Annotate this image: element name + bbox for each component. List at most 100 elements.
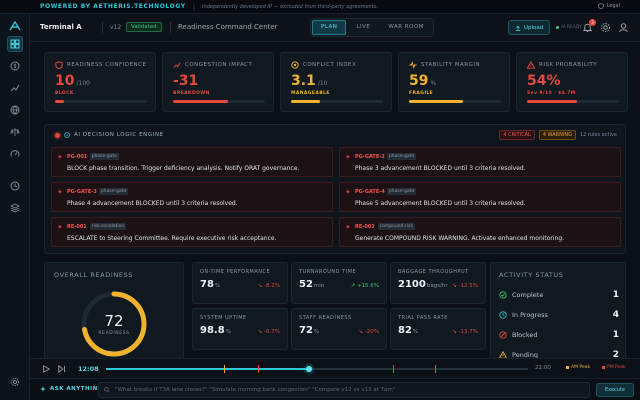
trend-icon[interactable] [7, 80, 23, 96]
notifications-button[interactable]: 3 [582, 19, 596, 33]
pm-peak-legend: PM Peak [602, 365, 626, 370]
status-dot [556, 26, 559, 29]
globe-icon[interactable] [7, 102, 23, 118]
user-icon [619, 23, 628, 33]
kpi-card[interactable]: RISK PROBABILITY 54% Sev 9/10 · $4.7M [516, 52, 628, 112]
skip-forward-icon[interactable] [58, 365, 66, 373]
scale-icon[interactable] [7, 124, 23, 140]
metric-card[interactable]: TURNAROUND TIME 52min ↗ +15.6% [291, 262, 387, 304]
rule-card[interactable]: ◈ RE-003 compound-risk Generate COMPOUND RI… [339, 217, 621, 247]
live-dot [55, 132, 60, 138]
metric-label: TURNAROUND TIME [299, 269, 357, 275]
bell-icon [582, 23, 593, 32]
metric-unit: % [214, 283, 221, 289]
play-icon[interactable] [42, 365, 50, 373]
app-logo-icon[interactable] [8, 20, 22, 32]
metric-card[interactable]: BAGGAGE THROUGHPUT 2100bags/hr ↘ -12.5% [390, 262, 486, 304]
finance-icon[interactable] [7, 58, 23, 74]
warning-badge: 4 WARNING [538, 130, 576, 140]
history-icon[interactable] [7, 178, 23, 194]
sparkle-icon [40, 386, 46, 392]
rule-card[interactable]: ◈ PG-GATE-2 phase-gate Phase 3 advancement … [339, 147, 621, 177]
alert-icon: ◈ [58, 224, 62, 230]
ask-input[interactable]: "What breaks if T3A lane closes?" "Simul… [98, 382, 590, 398]
metric-delta: ↘ -0.7% [257, 329, 280, 335]
event-marker [257, 365, 259, 373]
kpi-value: 3.1/10 [291, 73, 327, 89]
gauge-icon[interactable] [7, 146, 23, 162]
dashboard-icon[interactable] [7, 36, 23, 52]
alert-icon: ◈ [346, 154, 350, 160]
activity-row[interactable]: In Progress 4 [499, 309, 619, 321]
metric-card[interactable]: TRIAL PASS RATE 82% ↘ -13.7% [390, 308, 486, 350]
shield-icon [55, 61, 63, 69]
kpi-card[interactable]: CONGESTION IMPACT -31 BREAKDOWN [162, 52, 274, 112]
tab-plan[interactable]: PLAN [312, 20, 347, 35]
target-icon [291, 61, 299, 69]
settings-icon[interactable] [7, 374, 23, 390]
metric-delta: ↘ -20% [358, 329, 379, 335]
ai-decision-engine-panel: AI DECISION LOGIC ENGINE 4 CRITICAL 4 WA… [44, 124, 626, 254]
legal-link[interactable]: Legal [597, 3, 620, 9]
kpi-card[interactable]: STABILITY MARGIN 59% FRAGILE [398, 52, 510, 112]
pm-peak-label: PM Peak [607, 365, 626, 370]
timeline-end-time: 22:00 [535, 365, 551, 371]
version-label[interactable]: v12 [110, 24, 122, 31]
execute-button[interactable]: Execute [596, 383, 634, 397]
kpi-number: -31 [173, 73, 199, 89]
kpi-label: CONGESTION IMPACT [185, 62, 253, 68]
activity-title: ACTIVITY STATUS [499, 271, 564, 279]
rule-text: Phase 3 advancement BLOCKED until 3 crit… [355, 165, 526, 172]
rule-card[interactable]: ◈ PG-001 phase-gate BLOCK phase transition.… [51, 147, 333, 177]
rule-card[interactable]: ◈ PG-GATE-4 phase-gate Phase 5 advancement … [339, 182, 621, 212]
gear-icon [601, 23, 610, 32]
engine-badges: 4 CRITICAL 4 WARNING 12 rules active [499, 130, 617, 140]
alert-icon: ◈ [58, 154, 62, 160]
kpi-progress-track [173, 100, 265, 103]
kpi-status: MANAGEABLE [291, 91, 330, 96]
metric-card[interactable]: SYSTEM UPTIME 98.8% ↘ -0.7% [192, 308, 288, 350]
activity-label: In Progress [512, 311, 548, 319]
event-marker [392, 365, 394, 373]
activity-row[interactable]: Blocked 1 [499, 329, 619, 341]
timeline-handle[interactable] [305, 366, 312, 372]
kpi-card[interactable]: READINESS CONFIDENCE 10/100 BLOCK [44, 52, 156, 112]
kpi-unit: /10 [317, 80, 328, 87]
settings-button[interactable] [600, 22, 611, 33]
activity-label: Complete [512, 291, 544, 299]
kpi-unit: % [430, 80, 437, 87]
activity-status-card: ACTIVITY STATUS Complete 1 In Progress 4 Blo… [490, 262, 626, 362]
timeline-current-time: 12:08 [78, 365, 99, 373]
metric-value: 2100bags/hr [398, 279, 448, 290]
disclaimer-text: Independently developed IP — excluded fr… [202, 3, 378, 10]
tab-live[interactable]: LIVE [356, 24, 371, 30]
metric-card[interactable]: STAFF READINESS 72% ↘ -20% [291, 308, 387, 350]
metric-value: 82% [398, 325, 418, 336]
metric-value: 98.8% [200, 325, 231, 336]
alert-icon: ◈ [346, 189, 350, 195]
terminal-selector[interactable]: Terminal A [40, 23, 82, 31]
kpi-progress-track [55, 100, 147, 103]
kpi-progress-fill [173, 100, 229, 103]
rule-card[interactable]: ◈ RE-001 risk-escalation ESCALATE to Steeri… [51, 217, 333, 247]
header-divider [170, 22, 171, 33]
rule-code: RE-003 [355, 224, 375, 230]
metric-card[interactable]: ON-TIME PERFORMANCE 78% ↘ -8.2% [192, 262, 288, 304]
timeline-scrubber[interactable] [106, 365, 528, 373]
user-button[interactable] [618, 22, 629, 33]
rule-code: RE-001 [67, 224, 87, 230]
kpi-card[interactable]: CONFLICT INDEX 3.1/10 MANAGEABLE [280, 52, 392, 112]
alert-icon: ◈ [346, 224, 350, 230]
am-peak-legend: AM Peak [566, 365, 590, 370]
upload-label: Upload [524, 24, 544, 31]
ask-label-text: ASK ANYTHING [50, 386, 103, 392]
metric-delta: ↗ +15.6% [350, 283, 379, 289]
rule-tag: phase-gate [386, 153, 417, 160]
activity-row[interactable]: Complete 1 [499, 289, 619, 301]
rule-card[interactable]: ◈ PG-GATE-3 phase-gate Phase 4 advancement … [51, 182, 333, 212]
tab-war-room[interactable]: WAR ROOM [388, 24, 425, 30]
kpi-progress-fill [291, 100, 320, 103]
layers-icon[interactable] [7, 200, 23, 216]
kpi-number: 54% [527, 73, 561, 89]
upload-button[interactable]: Upload [508, 20, 551, 35]
